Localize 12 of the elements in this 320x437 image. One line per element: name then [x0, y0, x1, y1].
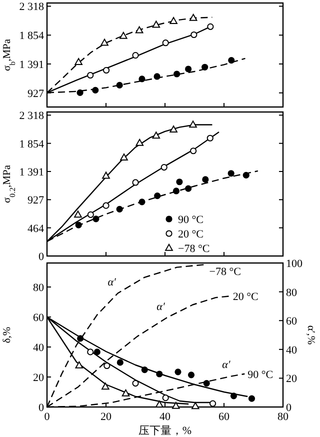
- annotation: α′: [108, 276, 116, 288]
- annotation: α′: [156, 300, 166, 313]
- legend-label: 20 °C: [178, 228, 204, 240]
- series-label: 20 °C: [232, 291, 258, 304]
- legend-label: 90 °C: [178, 214, 204, 226]
- y2-axis-title: α′,%: [305, 325, 316, 345]
- annotation: α′: [222, 359, 231, 372]
- y-axis-title: δ,%: [2, 326, 13, 344]
- x-axis-title: 压下量，%: [138, 425, 192, 437]
- series-label: −78 °C: [209, 266, 242, 278]
- legend-label: −78 °C: [178, 243, 210, 255]
- series-label: 90 °C: [248, 368, 274, 381]
